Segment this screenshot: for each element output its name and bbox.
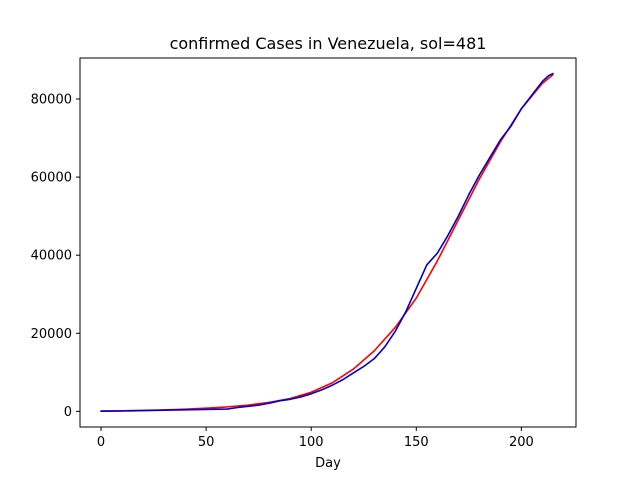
series-layer [100,72,554,412]
x-axis: 0 50 100 150 200 [97,427,534,450]
plot-area-frame [79,57,577,428]
y-tick-label: 40000 [31,249,72,264]
y-tick-label: 20000 [31,327,72,342]
y-tick-label: 80000 [31,93,72,108]
chart-title: confirmed Cases in Venezuela, sol=481 [170,34,487,53]
y-tick-label: 60000 [31,171,72,186]
x-tick-label: 0 [97,435,105,450]
x-tick-label: 50 [198,435,215,450]
series-line-2 [100,72,554,412]
y-axis: 0 20000 40000 60000 80000 [31,93,80,420]
x-tick-label: 150 [404,435,429,450]
y-tick-label: 0 [64,405,72,420]
x-axis-label: Day [315,456,341,471]
series-line-1 [100,73,554,412]
x-tick-label: 200 [509,435,534,450]
x-tick-label: 100 [299,435,324,450]
